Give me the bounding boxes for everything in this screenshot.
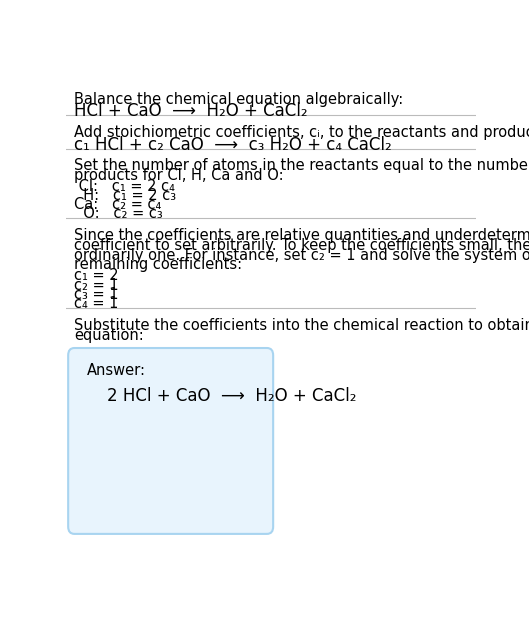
Text: HCl + CaO  ⟶  H₂O + CaCl₂: HCl + CaO ⟶ H₂O + CaCl₂ [74,102,308,120]
Text: remaining coefficients:: remaining coefficients: [74,257,242,272]
Text: Add stoichiometric coefficients, cᵢ, to the reactants and products:: Add stoichiometric coefficients, cᵢ, to … [74,125,529,140]
Text: 2 HCl + CaO  ⟶  H₂O + CaCl₂: 2 HCl + CaO ⟶ H₂O + CaCl₂ [107,387,357,404]
Text: coefficient to set arbitrarily. To keep the coefficients small, the arbitrary va: coefficient to set arbitrarily. To keep … [74,238,529,253]
Text: Substitute the coefficients into the chemical reaction to obtain the balanced: Substitute the coefficients into the che… [74,318,529,333]
Text: H:   c₁ = 2 c₃: H: c₁ = 2 c₃ [74,187,177,203]
Text: ordinarily one. For instance, set c₂ = 1 and solve the system of equations for t: ordinarily one. For instance, set c₂ = 1… [74,248,529,263]
Text: c₁ HCl + c₂ CaO  ⟶  c₃ H₂O + c₄ CaCl₂: c₁ HCl + c₂ CaO ⟶ c₃ H₂O + c₄ CaCl₂ [74,136,392,154]
Text: Ca:   c₂ = c₄: Ca: c₂ = c₄ [74,197,161,212]
Text: Answer:: Answer: [87,362,145,377]
Text: products for Cl, H, Ca and O:: products for Cl, H, Ca and O: [74,168,284,183]
Text: Balance the chemical equation algebraically:: Balance the chemical equation algebraica… [74,92,404,107]
Text: c₂ = 1: c₂ = 1 [74,278,119,293]
Text: Since the coefficients are relative quantities and underdetermined, choose a: Since the coefficients are relative quan… [74,228,529,243]
FancyBboxPatch shape [68,348,273,534]
Text: c₄ = 1: c₄ = 1 [74,296,118,311]
Text: equation:: equation: [74,328,144,343]
Text: Cl:   c₁ = 2 c₄: Cl: c₁ = 2 c₄ [74,179,175,194]
Text: c₁ = 2: c₁ = 2 [74,268,119,283]
Text: c₃ = 1: c₃ = 1 [74,287,119,302]
Text: O:   c₂ = c₃: O: c₂ = c₃ [74,206,163,221]
Text: Set the number of atoms in the reactants equal to the number of atoms in the: Set the number of atoms in the reactants… [74,158,529,173]
